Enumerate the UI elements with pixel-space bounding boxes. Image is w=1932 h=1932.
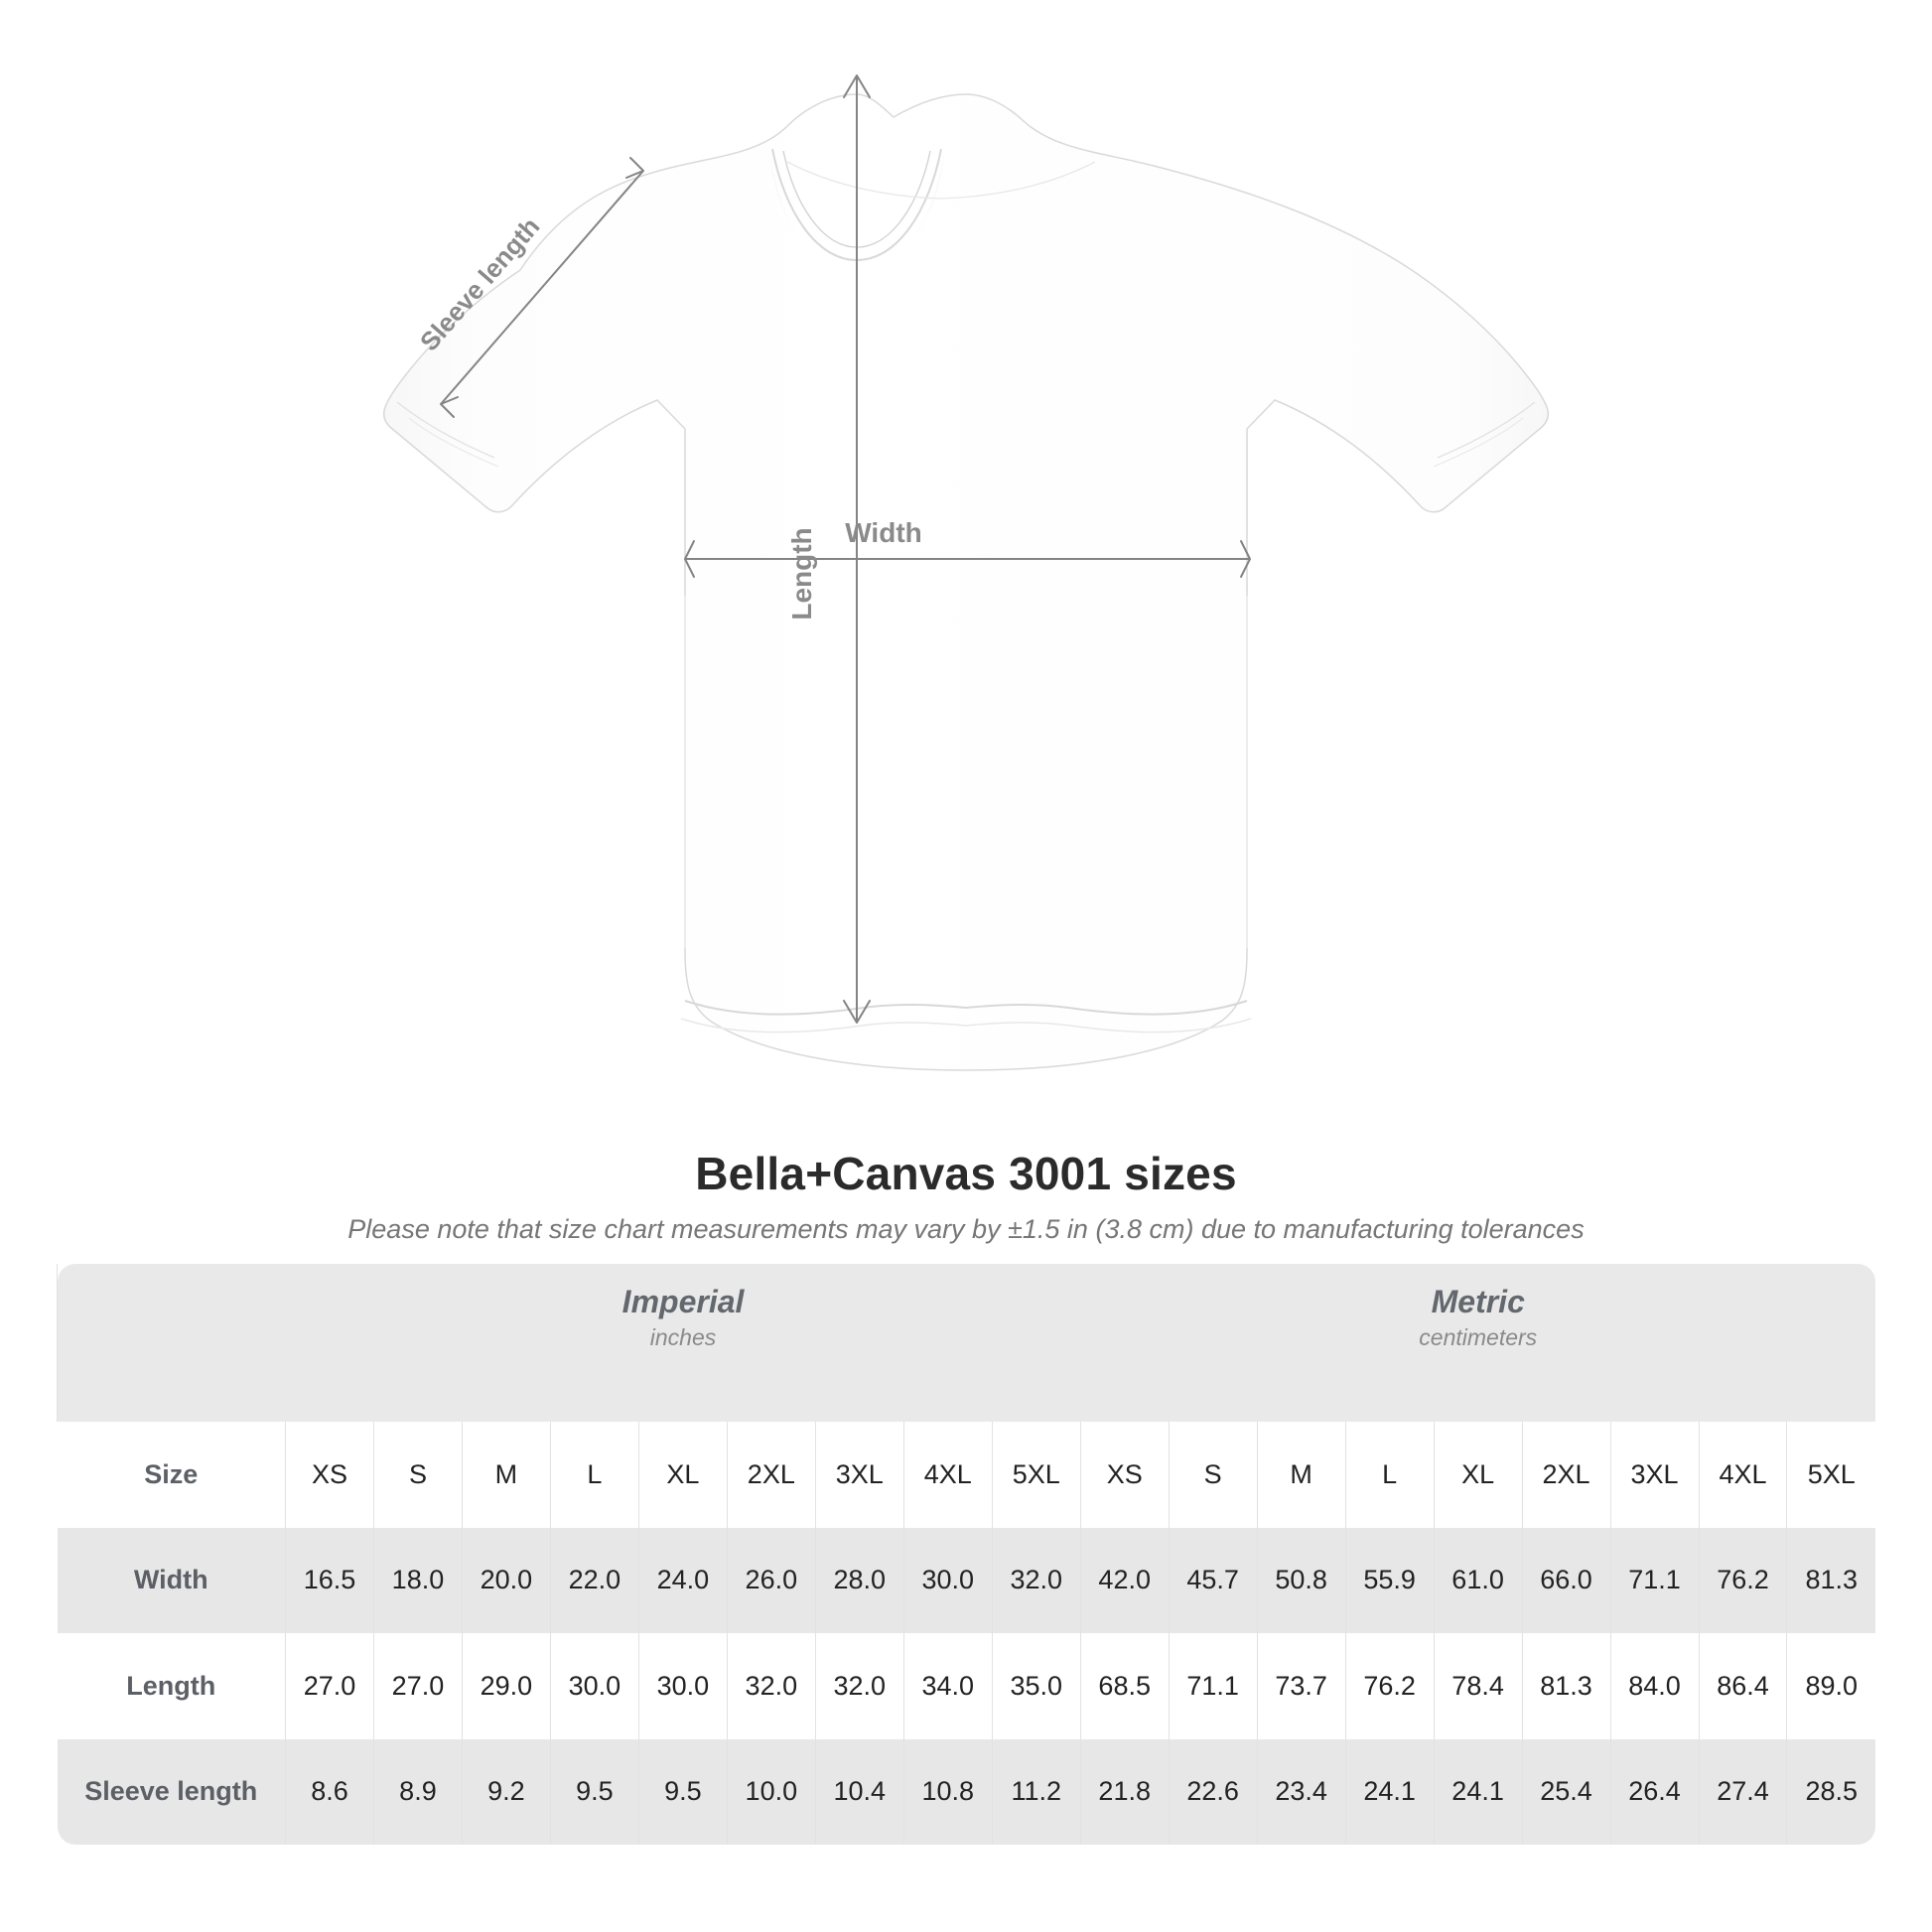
svg-text:Sleeve length: Sleeve length (414, 211, 546, 356)
svg-text:Width: Width (845, 517, 922, 548)
svg-text:Length: Length (786, 527, 817, 620)
